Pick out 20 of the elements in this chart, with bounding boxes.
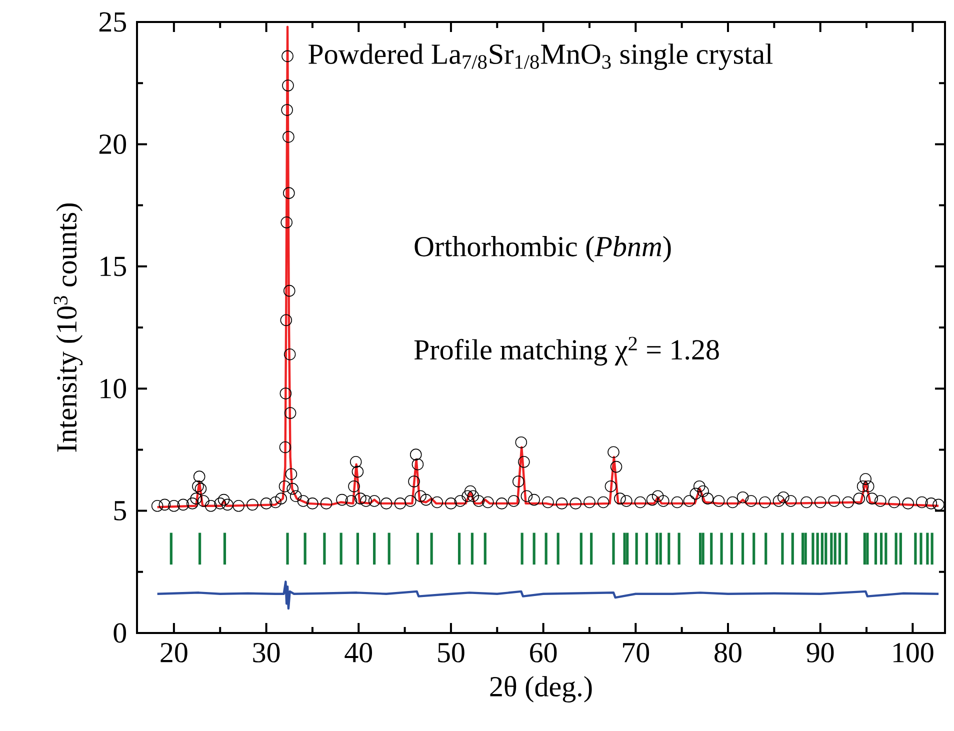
annotation: Orthorhombic (Pbnm) xyxy=(414,236,671,262)
y-tick-label: 20 xyxy=(99,134,126,154)
x-tick-label: 50 xyxy=(438,642,464,662)
x-tick-label: 40 xyxy=(344,642,372,662)
annotation: Profile matching χ$^{2}$ = 1.28 xyxy=(414,336,719,366)
x-tick-label: 20 xyxy=(160,642,188,662)
y-tick-label: 0 xyxy=(114,623,126,643)
x-tick-label: 70 xyxy=(623,642,650,662)
y-tick-label: 25 xyxy=(99,12,126,32)
x-tick-label: 80 xyxy=(714,642,742,662)
x-axis-title: 2θ (deg.) xyxy=(490,676,592,702)
y-tick-label: 15 xyxy=(100,256,126,276)
x-tick-label: 60 xyxy=(530,642,557,662)
annotation: Powdered La$_{7/8}$Sr$_{1/8}$MnO$_{3}$ single crystal xyxy=(308,44,773,70)
x-tick-label: 100 xyxy=(893,642,934,662)
y-axis-title: Intensity (10$^{3}$ counts) xyxy=(54,203,83,452)
x-tick-label: 90 xyxy=(806,642,834,662)
x-tick-label: 30 xyxy=(253,642,280,662)
y-tick-label: 10 xyxy=(100,378,126,398)
y-tick-label: 5 xyxy=(114,501,126,520)
